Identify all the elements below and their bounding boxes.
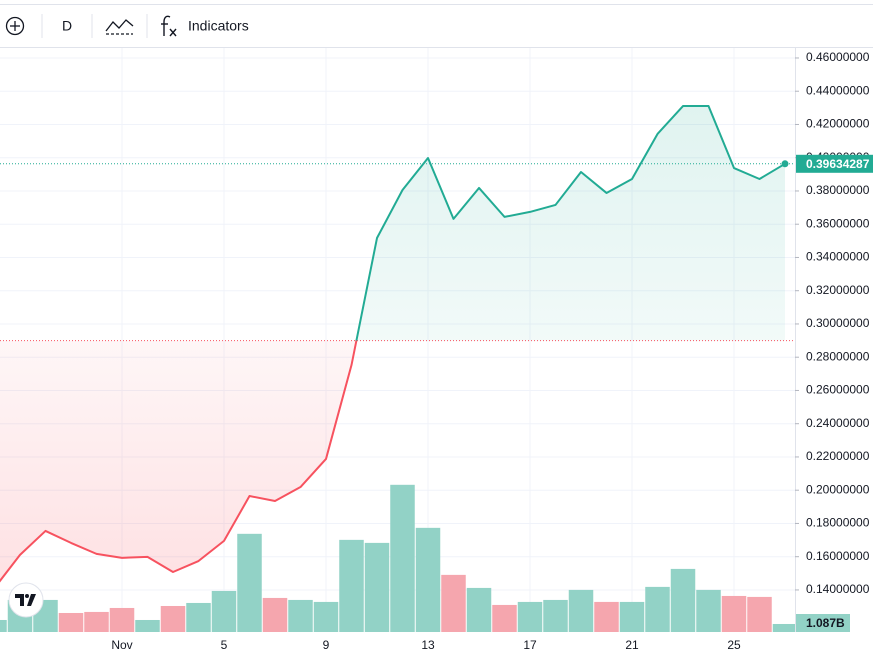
x-tick-label: 25: [727, 638, 741, 652]
volume-bar: [415, 527, 441, 632]
volume-bar: [747, 596, 772, 632]
x-tick-label: 9: [323, 638, 330, 652]
y-tick-label: 0.32000000: [806, 283, 870, 297]
tradingview-logo[interactable]: [8, 582, 44, 618]
price-pane: [0, 105, 795, 583]
y-tick-label: 0.42000000: [806, 117, 870, 131]
volume-bar: [772, 623, 798, 632]
volume-bar: [492, 604, 517, 632]
price-line: [0, 105, 786, 583]
volume-bar: [645, 586, 670, 632]
volume-bar: [670, 568, 696, 632]
y-tick-label: 0.20000000: [806, 482, 870, 496]
x-tick-label: 5: [221, 638, 228, 652]
volume-bar: [211, 590, 237, 632]
volume-bar: [84, 611, 109, 632]
volume-bar: [594, 601, 619, 632]
y-tick-label: 0.22000000: [806, 449, 870, 463]
y-tick-label: 0.14000000: [806, 582, 870, 596]
y-tick-label: 0.28000000: [806, 349, 870, 363]
y-tick-label: 0.36000000: [806, 216, 870, 230]
volume-bar: [364, 542, 390, 632]
volume-bar: [58, 612, 84, 632]
indicators-button[interactable]: Indicators: [188, 18, 249, 34]
y-tick-label: 0.34000000: [806, 250, 870, 264]
toolbar: D Indicators: [5, 14, 249, 38]
y-tick-label: 0.26000000: [806, 383, 870, 397]
volume-bar: [441, 574, 466, 632]
x-tick-label: Nov: [111, 638, 132, 652]
volume-bar: [568, 589, 594, 632]
volume-bar: [160, 605, 186, 632]
y-tick-label: 0.16000000: [806, 549, 870, 563]
y-tick-label: 0.24000000: [806, 416, 870, 430]
volume-bar: [466, 587, 492, 632]
x-tick-label: 21: [625, 638, 639, 652]
x-tick-label: 13: [421, 638, 435, 652]
last-price-dot: [781, 160, 789, 168]
volume-bar: [390, 484, 415, 632]
volume-bar: [109, 607, 135, 632]
last-volume-tag: [796, 614, 850, 632]
volume-bar: [696, 589, 721, 632]
indicators-icon[interactable]: [161, 15, 177, 37]
y-tick-label: 0.38000000: [806, 183, 870, 197]
last-price-label: 0.39634287: [806, 157, 870, 171]
volume-bar: [0, 619, 7, 632]
volume-bar: [262, 597, 288, 632]
y-tick-label: 0.30000000: [806, 316, 870, 330]
volume-bar: [288, 599, 313, 632]
volume-bar: [186, 602, 211, 632]
last-volume-label: 1.087B: [806, 616, 845, 630]
volume-bar: [237, 533, 262, 632]
volume-bar: [619, 601, 645, 632]
volume-bar: [721, 595, 747, 632]
y-tick-label: 0.44000000: [806, 83, 870, 97]
volume-bar: [313, 601, 339, 632]
volume-pane: [0, 484, 798, 632]
volume-bar: [339, 539, 364, 632]
x-tick-label: 17: [523, 638, 537, 652]
last-price-tag: [796, 154, 873, 173]
y-tick-label: 0.18000000: [806, 516, 870, 530]
volume-bar: [543, 599, 568, 632]
volume-bar: [517, 601, 543, 632]
chart-style-button[interactable]: [105, 19, 134, 35]
interval-button[interactable]: D: [62, 18, 72, 34]
price-axis: 0.14000000 0.16000000 0.18000000 0.20000000…: [795, 50, 873, 632]
price-area: [0, 106, 785, 581]
volume-bar: [135, 619, 160, 632]
y-tick-label: 0.46000000: [806, 50, 870, 64]
add-symbol-button[interactable]: [5, 16, 25, 36]
